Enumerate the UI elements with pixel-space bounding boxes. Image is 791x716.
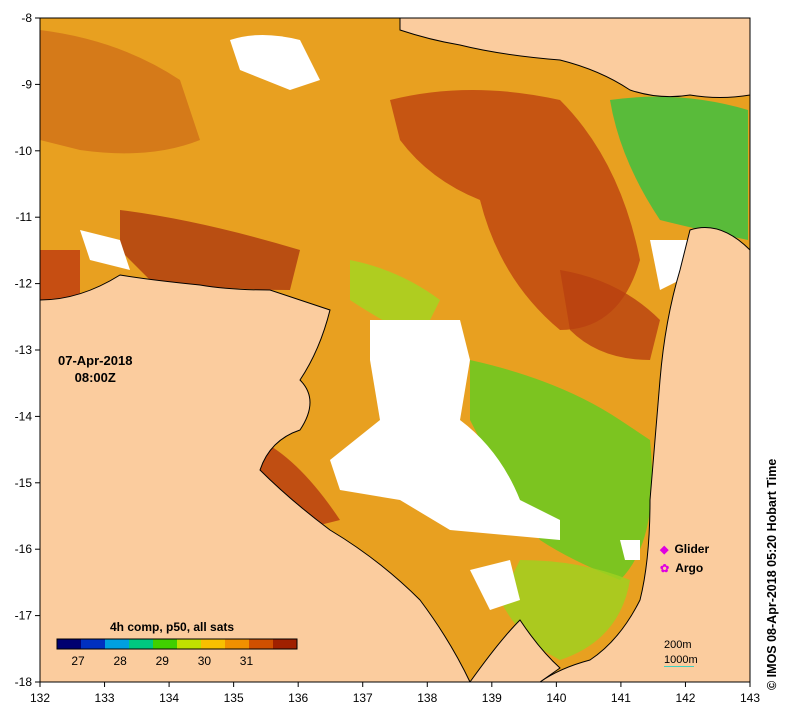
date-text: 07-Apr-2018 <box>58 353 133 368</box>
depth-legend: 200m 1000m <box>664 638 698 667</box>
lat-tick-label: -13 <box>15 343 33 357</box>
lat-tick-label: -9 <box>21 77 32 91</box>
lat-tick-label: -16 <box>15 542 33 556</box>
lon-tick-label: 132 <box>30 691 50 705</box>
glider-icon: ◆ <box>660 544 669 556</box>
colorbar-frame <box>56 638 298 650</box>
colorbar-tick-label: 30 <box>198 654 212 668</box>
northern-territory-land <box>39 274 471 683</box>
colorbar-segment <box>57 639 82 649</box>
lat-tick-label: -15 <box>15 476 33 490</box>
lon-tick-label: 137 <box>353 691 373 705</box>
colorbar-segment <box>153 639 178 649</box>
lat-tick-label: -8 <box>21 11 32 25</box>
latitude-axis: -8 -9 -10 -11 -12 -13 -14 -15 -16 -17 -18 <box>15 11 40 689</box>
lon-tick-label: 141 <box>611 691 631 705</box>
argo-icon: ✿ <box>660 563 670 575</box>
lat-tick-label: -18 <box>15 675 33 689</box>
sst-field <box>40 18 750 682</box>
colorbar-segment <box>81 639 106 649</box>
lon-tick-label: 138 <box>417 691 437 705</box>
land <box>39 17 751 683</box>
lat-tick-label: -14 <box>15 409 33 423</box>
lon-tick-label: 142 <box>675 691 695 705</box>
lon-tick-label: 140 <box>546 691 566 705</box>
lon-tick-label: 139 <box>482 691 502 705</box>
colorbar-title: 4h comp, p50, all sats <box>110 620 235 634</box>
colorbar-tick-label: 31 <box>240 654 254 668</box>
colorbar: 27 28 29 30 31 <box>56 638 298 668</box>
colorbar-segment <box>225 639 250 649</box>
new-guinea-land <box>399 17 751 98</box>
legend-glider: ◆ Glider <box>660 542 709 556</box>
lon-tick-label: 136 <box>288 691 308 705</box>
argo-label: Argo <box>675 561 704 575</box>
lon-tick-label: 135 <box>224 691 244 705</box>
gulf-south-land <box>469 619 561 683</box>
legend-argo: ✿ Argo <box>660 561 703 575</box>
lat-tick-label: -12 <box>15 277 33 291</box>
colorbar-tick-label: 28 <box>113 654 127 668</box>
timestamp-label: 07-Apr-2018 08:00Z <box>58 352 132 386</box>
colorbar-segment <box>273 639 298 649</box>
colorbar-segment <box>201 639 226 649</box>
glider-label: Glider <box>674 542 710 556</box>
colorbar-segment <box>105 639 130 649</box>
colorbar-segment <box>129 639 154 649</box>
depth-200-label: 200m <box>664 639 692 651</box>
credit-text: © IMOS 08-Apr-2018 05:20 Hobart Time <box>765 458 779 690</box>
longitude-axis: 132 133 134 135 136 137 138 139 140 141 142 143 <box>30 682 760 705</box>
colorbar-tick-label: 29 <box>156 654 170 668</box>
depth-1000-label: 1000m <box>664 654 698 666</box>
colorbar-segment <box>249 639 274 649</box>
lat-tick-label: -10 <box>15 144 33 158</box>
lon-tick-label: 133 <box>95 691 115 705</box>
time-text: 08:00Z <box>74 370 116 385</box>
colorbar-tick-label: 27 <box>71 654 85 668</box>
lat-tick-label: -17 <box>15 609 33 623</box>
colorbar-segment <box>177 639 202 649</box>
depth-line-swatch <box>664 666 694 667</box>
lon-tick-label: 143 <box>740 691 760 705</box>
lon-tick-label: 134 <box>159 691 179 705</box>
lat-tick-label: -11 <box>16 210 33 224</box>
